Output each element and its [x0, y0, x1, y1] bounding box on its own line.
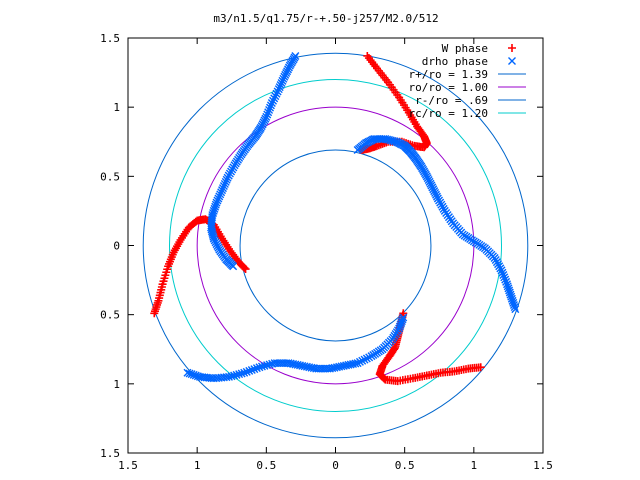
series-1 [183, 51, 520, 383]
point-1-20 [272, 89, 281, 98]
point-1-68 [221, 177, 230, 186]
reference-circles [142, 52, 529, 439]
point-1-14 [278, 76, 287, 85]
point-1-23 [269, 96, 278, 105]
point-1-13 [279, 74, 288, 83]
point-1-267 [242, 367, 251, 376]
y-tick-label-1: 1 [113, 101, 120, 114]
legend-label-0: W phase [442, 42, 488, 55]
point-1-241 [511, 305, 520, 314]
y-tick-label-4: 0.5 [100, 309, 120, 322]
point-1-12 [280, 72, 289, 81]
y-tick-label-2: 0.5 [100, 170, 120, 183]
point-1-67 [222, 175, 231, 184]
y-tick-label-0: 1.5 [100, 32, 120, 45]
y-tick-label-5: 1 [113, 378, 120, 391]
point-1-223 [497, 266, 506, 275]
point-1-225 [499, 271, 508, 280]
point-0-163 [150, 309, 159, 318]
legend-label-1: drho phase [422, 55, 488, 68]
point-1-227 [501, 275, 510, 284]
point-1-27 [265, 105, 274, 114]
point-1-265 [237, 369, 246, 378]
point-1-226 [500, 273, 509, 282]
data-points [150, 51, 520, 386]
x-tick-label-0: 1.5 [118, 459, 138, 472]
point-1-313 [351, 359, 360, 368]
point-1-16 [276, 81, 285, 90]
point-1-343 [398, 315, 407, 324]
point-1-21 [271, 92, 280, 101]
point-1-266 [240, 368, 249, 377]
x-tick-label-2: 0.5 [256, 459, 276, 472]
reference-circle-0 [142, 52, 529, 439]
chart-title: m3/n1.5/q1.75/r-+.50-j257/M2.0/512 [213, 12, 438, 25]
point-1-69 [220, 179, 229, 188]
point-1-24 [267, 99, 276, 108]
point-1-22 [270, 94, 279, 103]
axis-ticks: 1.5 1 0.5 0 0.5 1 1.51.510.500.511.5 [100, 32, 553, 472]
point-1-344 [399, 313, 408, 322]
point-1-77 [213, 196, 222, 205]
reference-circle-1 [196, 106, 475, 385]
x-tick-label-3: 0 [332, 459, 339, 472]
point-1-70 [219, 182, 228, 191]
point-1-318 [362, 354, 371, 363]
point-0-248 [476, 363, 485, 372]
x-tick-label-1: 1 [194, 459, 201, 472]
point-1-66 [223, 173, 232, 182]
legend-sample-0 [508, 44, 516, 52]
point-1-73 [217, 188, 226, 197]
point-1-17 [275, 83, 284, 92]
legend-label-5: rc/ro = 1.20 [409, 107, 488, 120]
point-1-224 [498, 268, 507, 277]
point-1-25 [266, 101, 275, 110]
reference-circle-2 [239, 149, 432, 342]
point-1-270 [250, 365, 259, 374]
reference-circle-3 [169, 79, 502, 412]
point-1-75 [215, 192, 224, 201]
point-1-240 [510, 303, 519, 312]
point-1-29 [263, 110, 272, 119]
y-tick-label-6: 1.5 [100, 447, 120, 460]
point-1-72 [218, 186, 227, 195]
point-1-316 [358, 356, 367, 365]
y-tick-label-3: 0 [113, 240, 120, 253]
point-1-315 [355, 357, 364, 366]
legend-label-4: r-/ro = .69 [415, 94, 488, 107]
legend-label-2: r+/ro = 1.39 [409, 68, 488, 81]
x-tick-label-5: 1 [471, 459, 478, 472]
point-1-319 [365, 353, 374, 362]
point-1-26 [266, 103, 275, 112]
point-1-19 [273, 87, 282, 96]
point-1-114 [229, 262, 238, 271]
point-1-314 [353, 359, 362, 368]
point-1-28 [264, 108, 273, 117]
point-1-18 [274, 85, 283, 94]
point-1-228 [502, 277, 511, 286]
point-1-76 [214, 194, 223, 203]
point-1-268 [245, 366, 254, 375]
point-1-71 [218, 184, 227, 193]
legend-label-3: ro/ro = 1.00 [409, 81, 488, 94]
point-1-271 [252, 364, 261, 373]
x-tick-label-6: 1.5 [533, 459, 553, 472]
point-1-74 [216, 190, 225, 199]
point-1-15 [277, 78, 286, 87]
point-1-269 [247, 366, 256, 374]
point-1-317 [360, 355, 369, 364]
legend-sample-1 [508, 57, 516, 65]
x-tick-label-4: 0.5 [395, 459, 415, 472]
